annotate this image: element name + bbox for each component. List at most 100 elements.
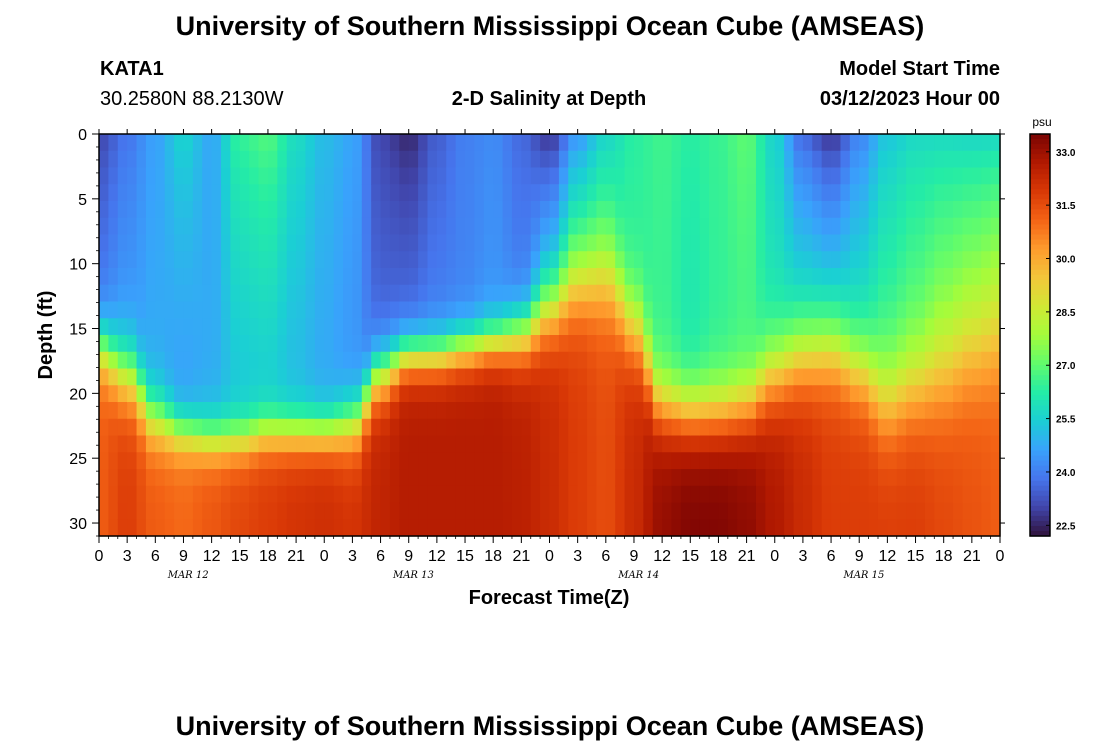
heatmap-cell xyxy=(831,452,842,470)
heatmap-cell xyxy=(324,150,335,169)
heatmap-cell xyxy=(521,268,532,286)
heatmap-cell xyxy=(211,234,222,252)
heatmap-cell xyxy=(127,318,138,336)
heatmap-cell xyxy=(981,134,992,152)
heatmap-cell xyxy=(155,335,166,353)
heatmap-cell xyxy=(793,301,804,319)
heatmap-cell xyxy=(774,335,785,353)
heatmap-cell xyxy=(774,217,785,236)
heatmap-cell xyxy=(596,301,607,319)
colorbar-swatch xyxy=(1030,360,1050,366)
heatmap-cell xyxy=(465,201,476,219)
heatmap-cell xyxy=(793,402,804,420)
y-tick-label: 0 xyxy=(78,127,87,144)
heatmap-cell xyxy=(221,284,231,303)
heatmap-cell xyxy=(934,234,945,252)
heatmap-cell xyxy=(399,385,410,403)
heatmap-cell xyxy=(831,502,842,520)
heatmap-cell xyxy=(755,134,766,152)
heatmap-cell xyxy=(145,335,156,353)
heatmap-cell xyxy=(286,284,297,303)
heatmap-cell xyxy=(765,167,776,185)
heatmap-cell xyxy=(230,385,241,403)
heatmap-cell xyxy=(671,318,682,336)
heatmap-cell xyxy=(699,385,710,403)
heatmap-cell xyxy=(718,368,729,386)
heatmap-cell xyxy=(558,284,569,303)
heatmap-cell xyxy=(230,150,241,169)
heatmap-cell xyxy=(465,318,476,336)
heatmap-cell xyxy=(821,134,832,152)
heatmap-cell xyxy=(155,134,166,152)
heatmap-cell xyxy=(483,184,494,202)
colorbar-swatch xyxy=(1030,430,1050,437)
colorbar-swatch xyxy=(1030,460,1050,467)
heatmap-cell xyxy=(737,268,748,286)
heatmap-cell xyxy=(962,469,973,487)
heatmap-cell xyxy=(249,251,260,269)
colorbar-swatch xyxy=(1030,219,1050,226)
heatmap-cell xyxy=(371,351,382,370)
heatmap-cell xyxy=(605,368,616,386)
heatmap-cell xyxy=(896,184,907,202)
heatmap-cell xyxy=(483,435,494,453)
heatmap-cell xyxy=(230,184,241,202)
heatmap-cell xyxy=(117,351,128,370)
heatmap-cell xyxy=(493,351,504,370)
heatmap-cell xyxy=(511,485,522,504)
heatmap-cell xyxy=(953,485,964,504)
heatmap-cell xyxy=(568,318,579,336)
heatmap-cell xyxy=(755,435,766,453)
heatmap-cell xyxy=(333,217,344,236)
heatmap-cell xyxy=(221,335,231,353)
heatmap-cell xyxy=(774,368,785,386)
heatmap-cell xyxy=(812,402,823,420)
heatmap-cell xyxy=(859,519,870,537)
heatmap-cell xyxy=(521,351,532,370)
heatmap-cell xyxy=(943,418,954,437)
heatmap-cell xyxy=(802,368,813,386)
heatmap-cell xyxy=(821,234,832,252)
heatmap-cell xyxy=(483,268,494,286)
heatmap-cell xyxy=(840,402,851,420)
heatmap-cell xyxy=(286,134,297,152)
x-tick-label: 12 xyxy=(878,548,896,565)
heatmap-cell xyxy=(99,184,109,202)
heatmap-cell xyxy=(605,335,616,353)
heatmap-cell xyxy=(202,385,213,403)
heatmap-cell xyxy=(155,452,166,470)
heatmap-cell xyxy=(924,268,935,286)
heatmap-cell xyxy=(802,435,813,453)
heatmap-cell xyxy=(267,184,278,202)
colorbar-swatch xyxy=(1030,204,1050,210)
heatmap-cell xyxy=(906,519,917,537)
heatmap-cell xyxy=(981,351,992,370)
heatmap-cell xyxy=(784,519,795,537)
x-tick-label: 18 xyxy=(484,548,502,565)
heatmap-cell xyxy=(831,385,842,403)
heatmap-cell xyxy=(906,502,917,520)
heatmap-cell xyxy=(502,284,513,303)
heatmap-cell xyxy=(418,134,429,152)
heatmap-cell xyxy=(117,402,128,420)
heatmap-cell xyxy=(540,268,551,286)
heatmap-cell xyxy=(718,284,729,303)
heatmap-cell xyxy=(483,351,494,370)
heatmap-cell xyxy=(615,234,626,252)
heatmap-cell xyxy=(164,418,175,437)
heatmap-cell xyxy=(558,234,569,252)
heatmap-cell xyxy=(511,284,522,303)
heatmap-cell xyxy=(915,485,926,504)
colorbar-swatch xyxy=(1030,525,1050,532)
heatmap-cell xyxy=(343,268,354,286)
colorbar-swatch xyxy=(1030,229,1050,236)
heatmap-cell xyxy=(765,318,776,336)
heatmap-cell xyxy=(155,251,166,269)
heatmap-cell xyxy=(183,418,194,437)
heatmap-cell xyxy=(812,184,823,202)
heatmap-cell xyxy=(155,402,166,420)
colorbar-unit: psu xyxy=(1032,115,1051,129)
heatmap-cell xyxy=(868,234,879,252)
colorbar-swatch xyxy=(1030,410,1050,417)
heatmap-cell xyxy=(587,184,598,202)
